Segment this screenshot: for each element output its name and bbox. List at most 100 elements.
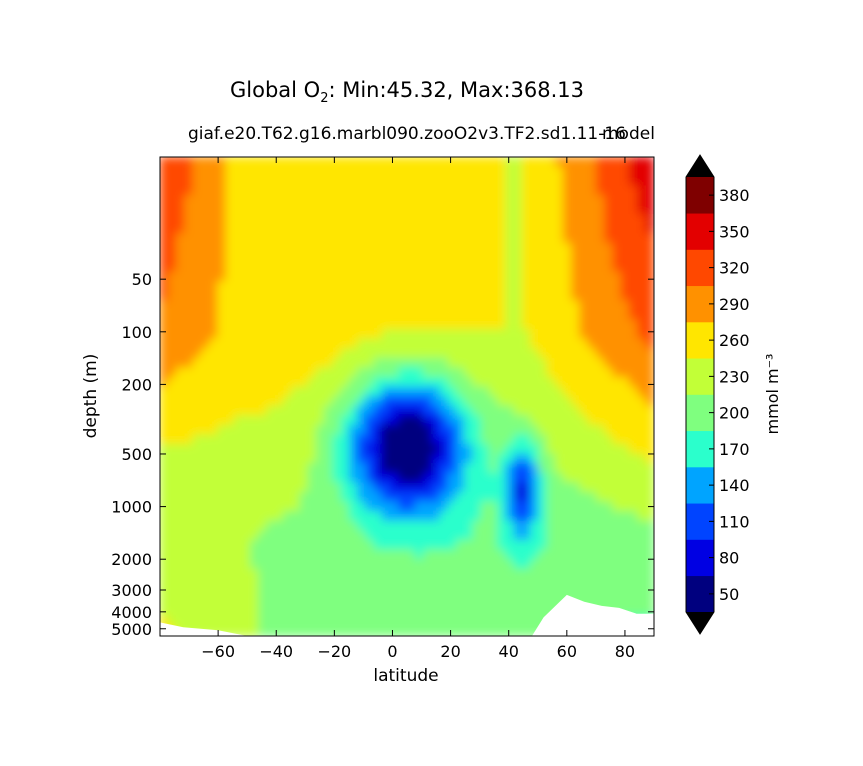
contour-cell <box>175 520 186 532</box>
contour-cell <box>315 558 326 570</box>
contour-cell <box>241 166 252 177</box>
contour-cell <box>233 501 243 512</box>
contour-cell <box>307 415 317 426</box>
contour-cell <box>637 549 647 560</box>
contour-cell <box>422 300 433 311</box>
contour-cell <box>315 463 326 474</box>
contour-cell <box>299 271 309 283</box>
contour-cell <box>406 520 416 532</box>
contour-cell <box>455 396 466 407</box>
contour-cell <box>530 530 540 541</box>
contour-cell <box>217 597 227 608</box>
contour-cell <box>620 348 630 359</box>
contour-cell <box>472 405 482 417</box>
contour-cell <box>365 482 375 493</box>
contour-cell <box>431 568 441 580</box>
contour-cell <box>217 357 227 369</box>
contour-cell <box>587 290 597 302</box>
contour-cell <box>562 405 573 417</box>
contour-cell <box>637 242 647 254</box>
contour-cell <box>390 157 400 168</box>
contour-cell <box>538 434 548 445</box>
contour-cell <box>422 309 433 321</box>
contour-cell <box>381 482 392 493</box>
contour-cell <box>530 472 540 484</box>
contour-cell <box>554 319 564 330</box>
contour-cell <box>192 338 202 350</box>
contour-cell <box>472 491 482 503</box>
contour-cell <box>184 616 194 627</box>
contour-cell <box>348 367 359 378</box>
contour-cell <box>390 597 400 608</box>
contour-cell <box>365 386 375 397</box>
contour-cell <box>175 549 186 560</box>
contour-cell <box>167 204 177 215</box>
contour-cell <box>414 319 424 330</box>
contour-cell <box>167 157 177 168</box>
contour-cell <box>546 328 556 340</box>
contour-cell <box>258 348 268 359</box>
contour-cell <box>192 376 202 388</box>
contour-cell <box>390 616 400 627</box>
contour-cell <box>299 578 309 589</box>
contour-cell <box>167 328 177 340</box>
contour-cell <box>579 185 589 196</box>
contour-cell <box>447 194 457 206</box>
contour-cell <box>250 157 260 168</box>
contour-cell <box>348 348 359 359</box>
contour-cell <box>439 558 449 570</box>
contour-cell <box>513 204 523 215</box>
contour-cell <box>521 213 531 225</box>
contour-cell <box>447 386 457 397</box>
contour-cell <box>241 616 252 627</box>
contour-cell <box>530 520 540 532</box>
contour-cell <box>340 233 350 244</box>
contour-cell <box>406 319 416 330</box>
contour-cell <box>160 424 169 436</box>
contour-cell <box>315 367 326 378</box>
contour-cell <box>217 453 227 465</box>
contour-cell <box>579 357 589 369</box>
contour-cell <box>497 539 507 551</box>
contour-cell <box>431 578 441 589</box>
contour-cell <box>464 252 474 263</box>
contour-cell <box>628 558 639 570</box>
contour-cell <box>233 204 243 215</box>
contour-cell <box>604 223 614 235</box>
contour-cell <box>645 328 654 340</box>
contour-cell <box>398 443 408 455</box>
contour-cell <box>258 587 268 599</box>
contour-cell <box>324 539 334 551</box>
contour-cell <box>324 319 334 330</box>
contour-cell <box>530 166 540 177</box>
contour-cell <box>315 252 326 263</box>
contour-cell <box>175 348 186 359</box>
contour-cell <box>571 424 581 436</box>
contour-cell <box>505 568 515 580</box>
contour-cell <box>628 166 639 177</box>
contour-cell <box>521 549 531 560</box>
contour-cell <box>554 194 564 206</box>
contour-cell <box>283 252 293 263</box>
colorbar-tick-label: 50 <box>719 585 739 604</box>
contour-cell <box>628 568 639 580</box>
contour-cell <box>455 357 466 369</box>
colorbar-over-arrow <box>686 155 714 177</box>
contour-cell <box>225 281 235 292</box>
contour-cell <box>250 424 260 436</box>
contour-cell <box>250 281 260 292</box>
contour-cell <box>283 472 293 484</box>
contour-cell <box>381 252 392 263</box>
contour-cell <box>595 415 606 426</box>
contour-cell <box>447 357 457 369</box>
contour-cell <box>291 166 301 177</box>
contour-cell <box>645 300 654 311</box>
contour-cell <box>373 213 383 225</box>
contour-cell <box>315 242 326 254</box>
contour-cell <box>595 319 606 330</box>
contour-cell <box>381 606 392 618</box>
contour-cell <box>233 549 243 560</box>
contour-cell <box>357 319 367 330</box>
contour-cell <box>258 300 268 311</box>
